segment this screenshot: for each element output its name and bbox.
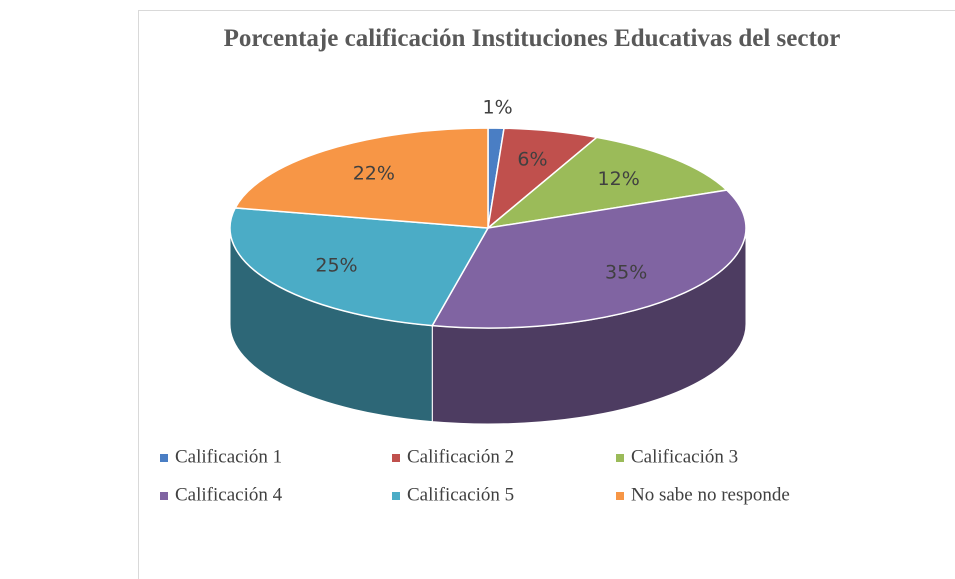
data-label: 22% [353,162,395,184]
data-label: 1% [483,97,513,119]
pie-slice [485,136,729,230]
legend-swatch [616,454,624,462]
legend-swatch [392,454,400,462]
pie-slice [234,127,489,229]
data-label: 6% [517,149,547,171]
legend-swatch [392,492,400,500]
data-label: 12% [598,168,640,190]
legend-swatch [160,454,168,462]
data-label: 25% [315,255,357,277]
legend-label: Calificación 1 [175,446,282,467]
legend-label: Calificación 3 [631,446,738,467]
pie-tops [229,127,747,329]
pie-slice [229,207,490,327]
legend-label: No sabe no responde [631,484,790,505]
legend-swatch [616,492,624,500]
legend-swatch [160,492,168,500]
legend: Calificación 1 Calificación 2 Calificación… [160,446,790,505]
chart-title: Porcentaje calificación Instituciones Ed… [224,25,841,52]
pie-slice [431,189,747,329]
pie-labels: 1% 6% 12% 35% 25% 22% [315,97,647,284]
legend-label: Calificación 4 [175,484,283,505]
legend-label: Calificación 5 [407,484,514,505]
legend-label: Calificación 2 [407,446,514,467]
data-label: 35% [605,262,647,284]
